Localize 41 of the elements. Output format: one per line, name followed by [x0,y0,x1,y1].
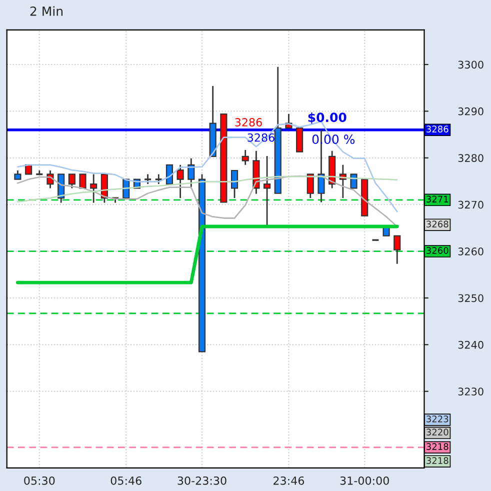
ref-line-label: 3286 [426,126,448,132]
candlestick [188,158,195,189]
candlestick [306,174,314,199]
y-tick-label: 3280 [458,154,484,162]
x-tick-label: 30-23:30 [178,476,226,485]
y-tick-label: 3290 [458,107,484,116]
candlestick [166,164,174,185]
candlestick [394,235,401,265]
ref-line-label: 3260 [426,247,448,254]
annotation: 3286 [248,133,274,142]
y-tick-label: 3250 [458,294,484,302]
text: 3268 [426,220,448,228]
candlestick [350,174,358,189]
line-series [17,175,398,228]
candlestick [242,149,249,166]
text: 3223 [426,416,448,422]
candlestick [176,164,184,199]
ref-line-label: 3218 [426,443,448,450]
candlestick [264,155,271,228]
candlestick [144,174,152,185]
text: 3220 [426,428,448,436]
candlestick [79,174,86,189]
candlestick [90,174,98,204]
text: 3218 [426,457,448,464]
annotation: 3286 [235,118,262,126]
x-tick-label: 23:46 [274,476,304,485]
y-tick-label: 3240 [458,340,484,349]
y-tick-label: 3300 [458,60,484,69]
candlestick [230,170,238,199]
y-tick-label: 3260 [458,248,484,256]
x-tick-label: 05:46 [110,476,142,485]
y-tick-label: 3270 [458,200,484,209]
chart-title: 2 Min [30,6,63,16]
candlestick [68,174,76,189]
x-tick-label: 31-00:00 [340,476,389,485]
candlestick [296,127,304,152]
y-tick-label: 3230 [458,388,484,396]
x-tick-label: 05:30 [24,476,55,485]
ref-line-label: 3271 [426,196,448,203]
candlestick [46,170,54,189]
annotation: $0.00 [308,112,346,124]
